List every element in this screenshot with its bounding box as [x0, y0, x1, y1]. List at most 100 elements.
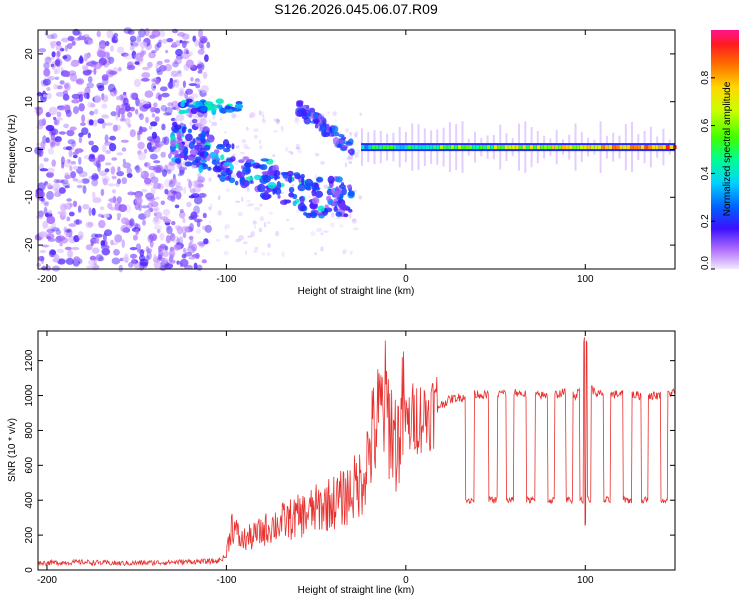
spectrogram-noise-dot — [51, 61, 56, 70]
spectrogram-noise-dot — [194, 180, 200, 188]
spectrogram-noise-dot — [93, 157, 100, 167]
spectrogram-noise-dot — [297, 147, 302, 154]
spectrogram-noise-dot — [260, 111, 265, 117]
spectrogram-marks — [34, 27, 677, 273]
spectrogram-upper-blob — [225, 108, 235, 113]
spectrogram-streak-dot — [281, 171, 286, 176]
spectrogram-noise-dot — [91, 207, 96, 216]
spectrogram-noise-dot — [91, 145, 99, 153]
spectrogram-upper-blob — [190, 107, 198, 115]
spectrogram-noise-dot — [78, 171, 88, 178]
spectrogram-streak-dot — [234, 180, 239, 186]
spectrogram-noise-dot — [46, 57, 56, 60]
spectrogram-upper-blob — [195, 101, 204, 108]
spectrogram-noise-dot — [320, 246, 324, 252]
spectrogram-noise-dot — [243, 139, 246, 144]
spectrogram-noise-dot — [137, 56, 143, 62]
spectrogram-noise-dot — [56, 85, 63, 90]
spectrogram-noise-dot — [68, 149, 73, 158]
spectrogram-noise-dot — [86, 62, 92, 67]
spectrogram-noise-dot — [71, 246, 80, 251]
spectrogram-streak-dot — [198, 164, 204, 174]
spectrogram-noise-dot — [201, 259, 207, 264]
figure-title: S126.2026.045.06.07.R09 — [274, 1, 438, 17]
spectrogram-noise-dot — [177, 173, 182, 177]
spectrogram-noise-dot — [191, 93, 199, 99]
spectrogram-noise-dot — [167, 102, 174, 107]
spectrogram-noise-dot — [252, 220, 257, 225]
spectrogram-streak-dot — [338, 184, 346, 190]
spectrogram-noise-dot — [139, 249, 145, 257]
spectrogram-noise-dot — [162, 136, 167, 144]
spectrogram-carrier-segment — [605, 145, 609, 150]
spectrogram-noise-dot — [196, 64, 203, 69]
spectrogram-noise-dot — [235, 238, 242, 243]
spectrogram-noise-dot — [111, 257, 121, 265]
spectrogram-noise-dot — [163, 218, 172, 223]
spectrogram-carrier-segment — [436, 145, 440, 150]
spectrogram-noise-dot — [37, 210, 44, 217]
spectrogram-noise-dot — [118, 107, 126, 115]
spectrogram-noise-dot — [171, 235, 180, 244]
spectrogram-noise-dot — [148, 125, 153, 130]
spectrogram-streak-dot — [297, 202, 306, 212]
spectrogram-noise-dot — [151, 78, 156, 83]
spectrogram-streak-dot — [176, 131, 182, 138]
spectrogram-noise-dot — [103, 51, 110, 58]
spectrogram-noise-dot — [118, 204, 128, 213]
spectrogram-streak-dot — [219, 174, 227, 183]
spectrogram-noise-dot — [111, 175, 117, 180]
spectrogram-carrier-segment — [644, 145, 648, 150]
spectrogram-noise-dot — [182, 248, 187, 253]
spectrogram-x-label: Height of straight line (km) — [298, 286, 415, 297]
spectrogram-carrier-segment — [411, 145, 415, 150]
spectrogram-noise-dot — [201, 37, 207, 44]
spectrogram-noise-dot — [77, 231, 84, 240]
spectrogram-noise-dot — [146, 197, 156, 202]
spectrogram-noise-dot — [56, 117, 63, 121]
spectrogram-noise-dot — [191, 118, 198, 124]
spectrogram-noise-dot — [129, 129, 136, 138]
spectrogram-carrier-segment — [648, 145, 652, 150]
spectrogram-carrier-segment — [547, 145, 551, 150]
spectrogram-streak-dot — [231, 143, 235, 150]
spectrogram-carrier-segment — [608, 145, 612, 150]
spectrogram-streak-dot — [185, 133, 193, 142]
spectrogram-streak-dot — [279, 200, 286, 205]
spectrogram-noise-dot — [333, 119, 337, 122]
spectrogram-noise-dot — [199, 192, 207, 199]
spectrogram-noise-dot — [139, 41, 148, 48]
spectrogram-streak-dot — [189, 149, 198, 156]
spectrogram-carrier-segment — [461, 145, 465, 150]
spectrogram-noise-dot — [176, 260, 180, 265]
spectrogram-noise-dot — [73, 256, 81, 263]
spectrogram-noise-dot — [206, 41, 211, 49]
spectrogram-noise-dot — [356, 149, 361, 154]
spectrogram-noise-dot — [43, 157, 49, 162]
spectrogram-noise-dot — [177, 32, 186, 37]
spectrogram-noise-dot — [202, 71, 208, 79]
spectrogram-noise-dot — [193, 205, 201, 215]
spectrogram-noise-dot — [162, 169, 167, 177]
spectrogram-noise-dot — [101, 103, 108, 109]
spectrogram-noise-dot — [60, 37, 70, 43]
spectrogram-noise-dot — [166, 226, 173, 235]
spectrogram-noise-dot — [88, 207, 92, 217]
spectrogram-noise-dot — [155, 63, 160, 70]
spectrogram-noise-dot — [66, 198, 72, 202]
spectrogram-noise-dot — [89, 255, 97, 261]
spectrogram-noise-dot — [163, 112, 172, 116]
spectrogram-noise-dot — [110, 45, 114, 52]
spectrogram-noise-dot — [187, 51, 193, 57]
spectrogram-streak-dot — [296, 109, 304, 117]
spectrogram-noise-dot — [49, 40, 58, 47]
spectrogram-noise-dot — [164, 106, 173, 116]
spectrogram-carrier-segment — [468, 145, 472, 150]
spectrogram-noise-dot — [96, 30, 101, 38]
spectrogram-streak-dot — [207, 166, 212, 171]
spectrogram-upper-blob — [211, 104, 218, 109]
spectrogram-x-tick-label: -100 — [216, 274, 236, 285]
spectrogram-noise-dot — [62, 104, 71, 110]
spectrogram-noise-dot — [76, 179, 84, 184]
spectrogram-streak-dot — [236, 171, 246, 178]
